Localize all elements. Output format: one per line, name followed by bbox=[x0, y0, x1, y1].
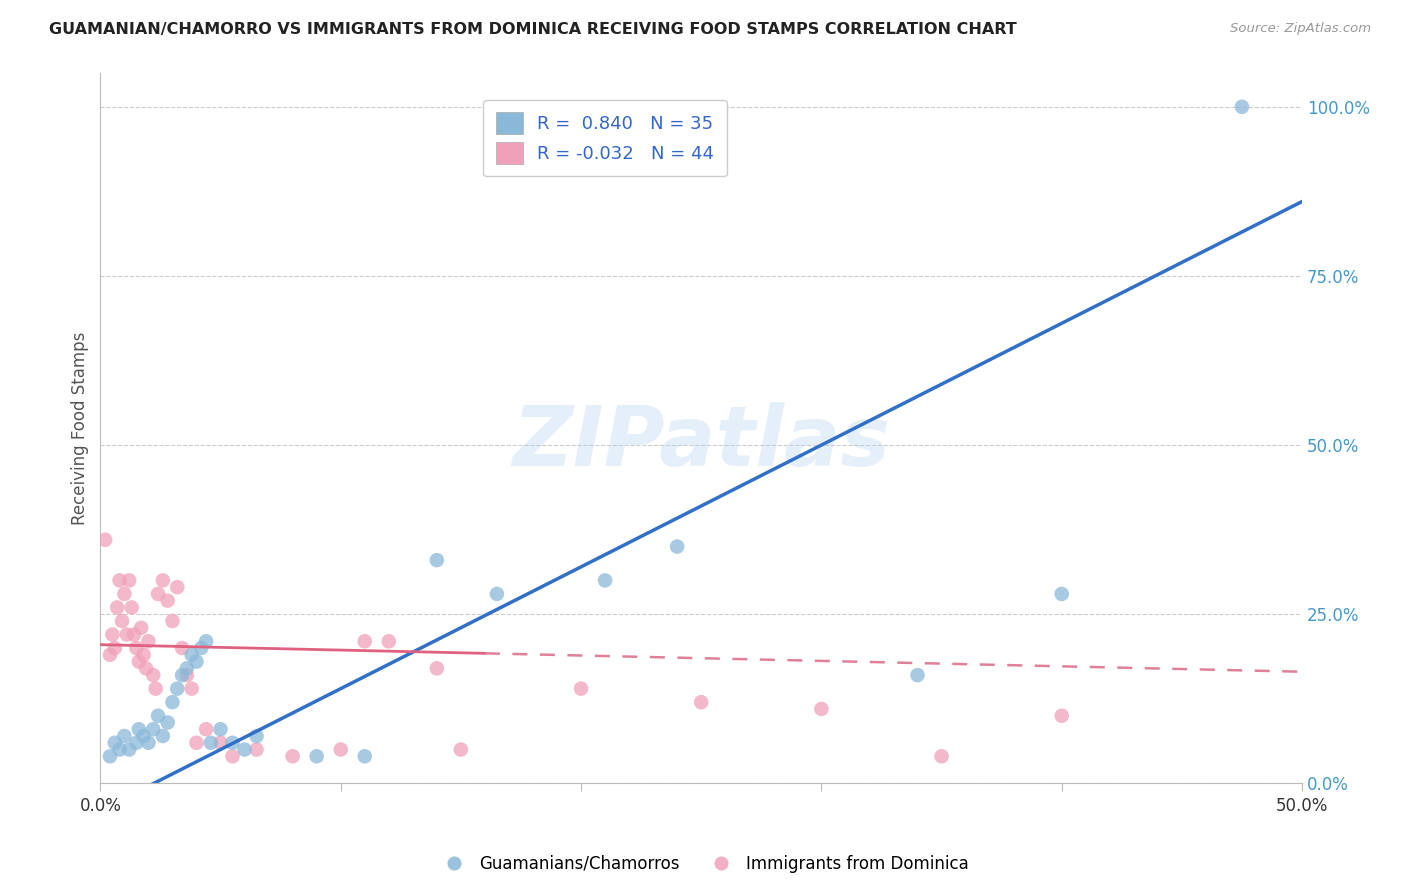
Point bbox=[233, 742, 256, 756]
Text: Source: ZipAtlas.com: Source: ZipAtlas.com bbox=[1230, 22, 1371, 36]
Point bbox=[221, 736, 243, 750]
Point bbox=[245, 742, 267, 756]
Point bbox=[485, 587, 508, 601]
Point bbox=[1230, 100, 1253, 114]
Point bbox=[190, 641, 212, 656]
Point bbox=[221, 749, 243, 764]
Point bbox=[112, 587, 135, 601]
Legend: Guamanians/Chamorros, Immigrants from Dominica: Guamanians/Chamorros, Immigrants from Do… bbox=[430, 848, 976, 880]
Point bbox=[195, 634, 218, 648]
Point bbox=[152, 729, 174, 743]
Point bbox=[353, 749, 375, 764]
Point bbox=[111, 614, 134, 628]
Point bbox=[810, 702, 832, 716]
Point bbox=[156, 715, 179, 730]
Point bbox=[176, 668, 198, 682]
Text: ZIPatlas: ZIPatlas bbox=[512, 402, 890, 483]
Point bbox=[180, 648, 202, 662]
Point bbox=[195, 723, 218, 737]
Point bbox=[98, 749, 121, 764]
Point bbox=[104, 736, 127, 750]
Text: GUAMANIAN/CHAMORRO VS IMMIGRANTS FROM DOMINICA RECEIVING FOOD STAMPS CORRELATION: GUAMANIAN/CHAMORRO VS IMMIGRANTS FROM DO… bbox=[49, 22, 1017, 37]
Point bbox=[142, 668, 165, 682]
Point bbox=[94, 533, 117, 547]
Point bbox=[142, 723, 165, 737]
Point bbox=[377, 634, 399, 648]
Point bbox=[129, 621, 152, 635]
Point bbox=[166, 580, 188, 594]
Point bbox=[98, 648, 121, 662]
Point bbox=[329, 742, 352, 756]
Point bbox=[450, 742, 472, 756]
Point bbox=[152, 574, 174, 588]
Point bbox=[593, 574, 616, 588]
Point bbox=[569, 681, 592, 696]
Point bbox=[1050, 587, 1073, 601]
Point bbox=[245, 729, 267, 743]
Point bbox=[931, 749, 953, 764]
Point bbox=[115, 627, 138, 641]
Point bbox=[122, 627, 145, 641]
Point bbox=[105, 600, 128, 615]
Point bbox=[200, 736, 222, 750]
Point bbox=[108, 742, 131, 756]
Point bbox=[426, 553, 449, 567]
Y-axis label: Receiving Food Stamps: Receiving Food Stamps bbox=[72, 332, 89, 524]
Point bbox=[104, 641, 127, 656]
Point bbox=[135, 661, 157, 675]
Point bbox=[121, 600, 143, 615]
Point bbox=[426, 661, 449, 675]
Point bbox=[1050, 708, 1073, 723]
Point bbox=[209, 723, 232, 737]
Point bbox=[162, 614, 184, 628]
Point bbox=[180, 681, 202, 696]
Point bbox=[186, 736, 208, 750]
Point bbox=[281, 749, 304, 764]
Point bbox=[666, 540, 689, 554]
Legend: R =  0.840   N = 35, R = -0.032   N = 44: R = 0.840 N = 35, R = -0.032 N = 44 bbox=[484, 100, 727, 177]
Point bbox=[166, 681, 188, 696]
Point bbox=[138, 634, 160, 648]
Point bbox=[170, 641, 193, 656]
Point bbox=[125, 641, 148, 656]
Point bbox=[138, 736, 160, 750]
Point bbox=[132, 729, 155, 743]
Point bbox=[146, 587, 169, 601]
Point bbox=[209, 736, 232, 750]
Point bbox=[145, 681, 167, 696]
Point bbox=[353, 634, 375, 648]
Point bbox=[170, 668, 193, 682]
Point bbox=[112, 729, 135, 743]
Point bbox=[108, 574, 131, 588]
Point bbox=[162, 695, 184, 709]
Point bbox=[690, 695, 713, 709]
Point bbox=[101, 627, 124, 641]
Point bbox=[128, 723, 150, 737]
Point bbox=[176, 661, 198, 675]
Point bbox=[128, 655, 150, 669]
Point bbox=[305, 749, 328, 764]
Point bbox=[156, 593, 179, 607]
Point bbox=[125, 736, 148, 750]
Point bbox=[132, 648, 155, 662]
Point bbox=[146, 708, 169, 723]
Point bbox=[118, 742, 141, 756]
Point bbox=[907, 668, 929, 682]
Point bbox=[186, 655, 208, 669]
Point bbox=[118, 574, 141, 588]
